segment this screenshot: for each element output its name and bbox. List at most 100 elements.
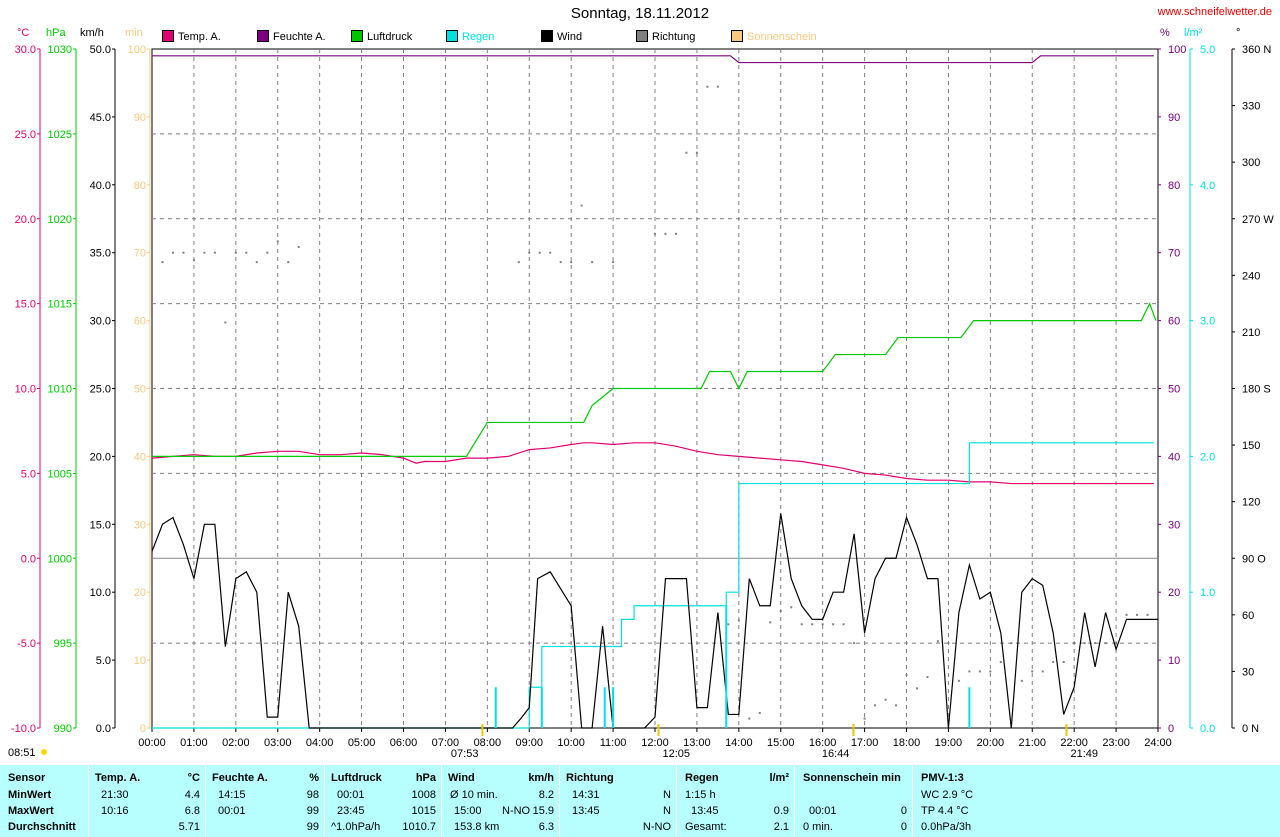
temp-unit-label: °C <box>17 27 29 39</box>
series-richtung-point <box>906 674 908 676</box>
series-richtung-point <box>256 261 258 263</box>
direction-tick-label: 330 <box>1242 101 1260 113</box>
series-richtung-point <box>958 680 960 682</box>
direction-tick-label: 120 <box>1242 497 1260 509</box>
series-richtung-point <box>1115 642 1117 644</box>
pressure-tick-label: 1025 <box>48 129 72 141</box>
rain-unit-label: l/m² <box>1184 27 1203 39</box>
series-richtung-point <box>748 718 750 720</box>
x-tick-label: 23:00 <box>1102 737 1130 749</box>
temp-tick-label: 30.0 <box>15 44 36 56</box>
x-tick-label: 18:00 <box>893 737 921 749</box>
wind-max-value: 15.9 <box>533 805 554 817</box>
rain-total-value: 2.1 <box>774 821 789 833</box>
temp-max-time: 10:16 <box>101 805 129 817</box>
series-richtung-point <box>1073 642 1075 644</box>
series-richtung-point <box>696 152 698 154</box>
humidity-unit-label: % <box>1160 27 1170 39</box>
legend-item-sonnenschein: Sonnenschein <box>731 30 817 43</box>
humidity-avg-value: 99 <box>307 821 319 833</box>
website-link[interactable]: www.schneifelwetter.de <box>1158 6 1272 18</box>
header-rain-unit: l/m² <box>769 772 789 784</box>
rain-tick-label: 1.0 <box>1200 587 1215 599</box>
direction-avg-value: N-NO <box>643 821 671 833</box>
direction-tick-label: 210 <box>1242 327 1260 339</box>
pressure-tick-label: 1010 <box>48 384 72 396</box>
humidity-tick-label: 70 <box>1168 248 1180 260</box>
series-richtung-point <box>874 704 876 706</box>
series-richtung-point <box>214 252 216 254</box>
col-temp: Temp. A. °C 21:30 4.4 10:16 6.8 5.71 <box>88 765 206 837</box>
series-richtung-point <box>581 205 583 207</box>
series-richtung-point <box>612 261 614 263</box>
sun-tick-label: 60 <box>134 316 146 328</box>
moonrise-label: 08:51 <box>8 747 36 759</box>
pressure-max-value: 1015 <box>412 805 436 817</box>
temp-tick-label: 0.0 <box>21 553 36 565</box>
series-richtung-point <box>235 252 237 254</box>
sun-tick-label: 10 <box>134 655 146 667</box>
series-richtung-point <box>926 676 928 678</box>
col-pmv: PMV-1:3 WC 2.9 °C TP 4.4 °C 0.0hPa/3h <box>912 765 1280 837</box>
x-tick-label: 02:00 <box>222 737 250 749</box>
x-tick-label: 15:00 <box>767 737 795 749</box>
x-tick-label: 04:00 <box>306 737 334 749</box>
x-tick-label: 14:00 <box>725 737 753 749</box>
x-tick-label: 03:00 <box>264 737 292 749</box>
moonset-label: 21:49 <box>1070 748 1098 760</box>
x-tick-label: 00:00 <box>138 737 166 749</box>
series-richtung-point <box>717 86 719 88</box>
series-richtung-point <box>161 261 163 263</box>
series-richtung-point <box>822 623 824 625</box>
header-temp: Temp. A. <box>95 772 140 784</box>
legend-label: Richtung <box>652 31 695 43</box>
wind-distance: 153.8 km <box>454 821 499 833</box>
series-richtung-point <box>979 670 981 672</box>
series-richtung-point <box>266 252 268 254</box>
sunshine-max-time: 00:01 <box>809 805 837 817</box>
header-direction: Richtung <box>566 772 614 784</box>
pressure-min-time: 00:01 <box>337 789 365 801</box>
temp-tick-label: 20.0 <box>15 214 36 226</box>
pressure-tick-label: 1005 <box>48 468 72 480</box>
rain-max-value: 0.9 <box>774 805 789 817</box>
humidity-tick-label: 60 <box>1168 316 1180 328</box>
sunrise-label: 07:53 <box>451 748 479 760</box>
legend-item-richtung: Richtung <box>636 30 695 43</box>
temp-min-time: 21:30 <box>101 789 129 801</box>
col-direction: Richtung 14:31 N 13:45 N N-NO <box>559 765 677 837</box>
legend-label: Luftdruck <box>367 31 412 43</box>
x-tick-label: 24:00 <box>1144 737 1172 749</box>
sun-tick-label: 20 <box>134 587 146 599</box>
direction-tick-label: 0 N <box>1242 723 1259 735</box>
legend-item-feuchte-a: Feuchte A. <box>257 30 326 43</box>
sun-unit-label: min <box>125 27 143 39</box>
series-richtung-point <box>549 252 551 254</box>
series-richtung-point <box>937 640 939 642</box>
wind-unit-label: km/h <box>80 27 104 39</box>
x-tick-label: 11:00 <box>600 737 627 749</box>
sun-tick-label: 100 <box>128 44 146 56</box>
moon-icon <box>41 749 47 755</box>
row-label-avg: Durchschnitt <box>8 821 76 833</box>
humidity-tick-label: 30 <box>1168 519 1180 531</box>
wind-tick-label: 5.0 <box>96 655 111 667</box>
temp-tick-label: 10.0 <box>15 384 36 396</box>
legend-item-regen: Regen <box>446 30 494 43</box>
pressure-unit-label: hPa <box>46 27 66 39</box>
x-tick-label: 20:00 <box>977 737 1005 749</box>
humidity-max-value: 99 <box>307 805 319 817</box>
series-richtung-point <box>539 252 541 254</box>
series-richtung-point <box>790 606 792 608</box>
humidity-tick-label: 90 <box>1168 112 1180 124</box>
chart-title: Sonntag, 18.11.2012 <box>0 5 1280 22</box>
humidity-tick-label: 0 <box>1168 723 1174 735</box>
rain-tick-label: 0.0 <box>1200 723 1215 735</box>
weather-chart: 00:00 01:00 02:00 03:00 04:00 05:00 06:00 07:00… <box>0 0 1280 765</box>
temp-tick-label: 5.0 <box>21 468 36 480</box>
wind-avg10-value: 8.2 <box>539 789 554 801</box>
pressure-tick-label: 1000 <box>48 553 72 565</box>
series-richtung-point <box>685 152 687 154</box>
series-richtung-point <box>1052 661 1054 663</box>
humidity-tick-label: 10 <box>1168 655 1180 667</box>
